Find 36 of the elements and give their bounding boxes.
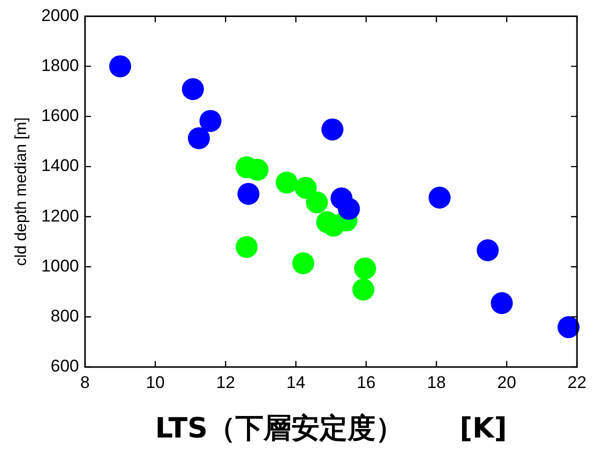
y-tick-label: 1600 bbox=[41, 106, 80, 126]
x-axis-title: LTS（下層安定度） [K] bbox=[155, 411, 507, 444]
x-tick-label: 18 bbox=[426, 372, 446, 392]
x-tick-label: 12 bbox=[216, 372, 236, 392]
point bbox=[276, 172, 298, 194]
y-axis-title: cld depth median [m] bbox=[13, 117, 30, 266]
x-tick-label: 10 bbox=[146, 372, 165, 392]
x-tick-label: 16 bbox=[356, 372, 376, 392]
point bbox=[354, 258, 376, 280]
y-tick-label: 1800 bbox=[41, 56, 80, 75]
x-tick-label: 14 bbox=[286, 372, 306, 392]
y-tick-label: 600 bbox=[50, 356, 80, 376]
point bbox=[352, 278, 374, 301]
y-tick-label: 1400 bbox=[41, 156, 80, 176]
point bbox=[188, 127, 210, 150]
x-tick-label: 8 bbox=[80, 372, 90, 392]
y-tick-label: 2000 bbox=[41, 6, 80, 25]
point bbox=[306, 191, 328, 214]
point bbox=[182, 78, 204, 100]
point bbox=[294, 176, 317, 199]
y-tick-label: 1000 bbox=[41, 256, 80, 276]
point bbox=[109, 55, 132, 78]
x-tick-label: 22 bbox=[568, 372, 586, 392]
point bbox=[199, 110, 222, 132]
point bbox=[490, 292, 513, 314]
x-tick-label: 20 bbox=[497, 372, 516, 392]
point bbox=[428, 186, 451, 209]
point bbox=[476, 239, 499, 262]
y-tick-label: 800 bbox=[50, 306, 80, 326]
point bbox=[321, 118, 344, 140]
y-tick-label: 1200 bbox=[41, 206, 80, 226]
point bbox=[558, 316, 580, 338]
point bbox=[237, 182, 260, 205]
point bbox=[236, 236, 258, 258]
point bbox=[338, 198, 360, 220]
point bbox=[292, 252, 314, 274]
